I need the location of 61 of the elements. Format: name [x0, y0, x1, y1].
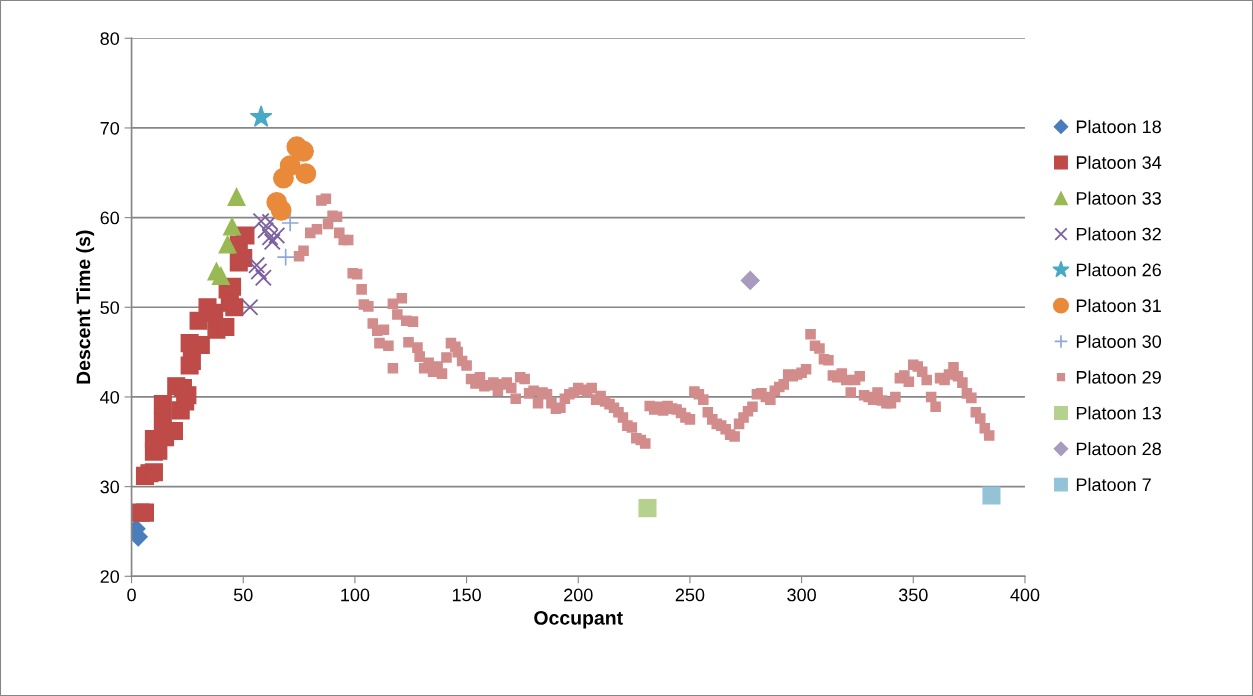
point	[263, 233, 281, 251]
y-tick-label: 70	[100, 121, 120, 135]
point	[293, 140, 314, 162]
point	[236, 226, 255, 245]
point	[982, 486, 1001, 505]
point	[218, 235, 237, 254]
point	[153, 412, 172, 431]
legend-label: Platoon 29	[1076, 370, 1161, 384]
point	[276, 247, 295, 267]
y-tick-label: 40	[100, 390, 120, 404]
point	[173, 378, 192, 398]
x-tick-label: 150	[452, 588, 481, 602]
point	[252, 212, 270, 230]
point	[241, 298, 259, 316]
y-tick-label: 60	[100, 211, 120, 225]
x-tick-label: 100	[341, 588, 370, 602]
y-tick-label: 20	[100, 570, 120, 584]
x-tick-label: 200	[564, 588, 593, 602]
legend-label: Platoon 30	[1076, 334, 1162, 348]
point	[295, 163, 317, 185]
x-axis-title: Occupant	[534, 610, 623, 629]
legend-label: Platoon 26	[1076, 263, 1161, 277]
point	[182, 352, 201, 371]
legend-label: Platoon 13	[1076, 406, 1161, 420]
legend-label: Platoon 32	[1076, 227, 1161, 241]
point	[261, 213, 279, 231]
y-tick-label: 30	[100, 480, 120, 494]
point	[227, 187, 246, 207]
point	[279, 155, 301, 177]
point	[211, 266, 230, 285]
point	[223, 217, 242, 236]
point	[249, 105, 273, 127]
y-tick-label: 80	[100, 32, 120, 45]
point	[250, 262, 268, 280]
point	[144, 463, 163, 482]
point	[280, 213, 300, 233]
point	[135, 503, 154, 522]
point	[254, 269, 272, 287]
point	[261, 228, 279, 246]
point	[268, 227, 286, 245]
point	[153, 395, 172, 414]
point	[270, 200, 292, 221]
y-tick-label: 50	[100, 301, 120, 314]
x-tick-label: 400	[1010, 588, 1040, 602]
legend-label: Platoon 31	[1076, 298, 1161, 313]
point	[257, 221, 275, 239]
x-tick-label: 350	[898, 588, 928, 602]
point	[225, 298, 244, 317]
y-axis-title: Descent Time (s)	[76, 230, 95, 384]
point	[740, 270, 760, 290]
x-tick-label: 0	[127, 588, 136, 602]
x-tick-label: 50	[233, 588, 253, 602]
legend-label: Platoon 7	[1076, 477, 1151, 492]
legend-label: Platoon 28	[1076, 442, 1161, 456]
x-tick-label: 250	[675, 588, 705, 602]
legend-label: Platoon 33	[1076, 191, 1161, 205]
point	[248, 256, 266, 274]
x-tick-label: 300	[787, 588, 816, 602]
legend-label: Platoon 34	[1076, 155, 1162, 169]
point	[638, 499, 657, 518]
legend-label: Platoon 18	[1076, 119, 1161, 134]
